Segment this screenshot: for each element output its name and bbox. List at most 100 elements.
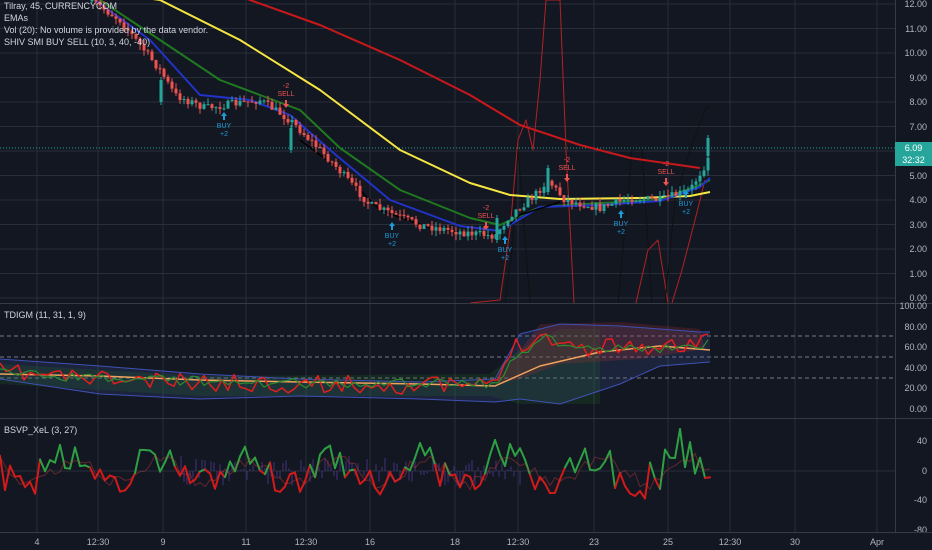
candle-body — [590, 207, 594, 210]
sell-arrow-icon — [283, 100, 289, 108]
bsvp-oscillator-segment — [334, 451, 341, 470]
bsvp-oscillator-segment — [129, 472, 136, 486]
bsvp-oscillator-segment — [429, 446, 436, 466]
bsvp-histogram-bar — [384, 458, 386, 471]
price-tick-label: 2.00 — [909, 244, 927, 254]
tdi-pane[interactable] — [0, 304, 895, 418]
bsvp-oscillator-segment — [74, 446, 81, 468]
candle-body — [382, 207, 386, 210]
candle-body — [254, 102, 258, 104]
price-chart[interactable]: BUY+2BUY+2BUY+2BUY+2BUY+2SELL-2SELL-2SEL… — [0, 0, 895, 303]
bsvp-histogram-bar — [378, 471, 380, 482]
shiv-osc-line — [671, 179, 706, 303]
candle-body — [306, 134, 310, 140]
candle-body — [430, 225, 434, 231]
sell-signal: SELL-2 — [277, 83, 295, 108]
candle-body — [162, 68, 166, 77]
signal-strength-label: -2 — [564, 157, 570, 164]
candle-body — [122, 22, 126, 29]
bsvp-histogram-bar — [351, 462, 353, 471]
candle-body — [386, 207, 390, 211]
bsvp-oscillator-segment — [514, 447, 521, 457]
candle-body — [366, 201, 370, 204]
candle-body — [314, 140, 318, 148]
bsvp-histogram-bar — [360, 470, 362, 471]
tdi-chart[interactable] — [0, 304, 895, 418]
candle-body — [502, 225, 506, 230]
bsvp-oscillator-segment — [559, 466, 566, 481]
bsvp-histogram-bar — [189, 471, 191, 486]
bsvp-oscillator-segment — [359, 478, 366, 485]
candle-body — [654, 198, 658, 201]
bsvp-oscillator-segment — [664, 448, 671, 459]
candle-body — [126, 28, 130, 31]
candle-body — [290, 119, 294, 123]
pane-separator[interactable] — [0, 303, 932, 304]
candle-body — [102, 5, 106, 10]
sell-label: SELL — [657, 169, 674, 176]
candle-body — [454, 231, 458, 235]
bsvp-scale[interactable]: 40 0 -40 -80 — [895, 419, 932, 535]
ema-green-line — [99, 0, 711, 226]
bsvp-pane[interactable] — [0, 419, 895, 532]
candle-body — [278, 107, 282, 115]
candle-body — [134, 33, 138, 39]
bsvp-oscillator-segment — [354, 468, 361, 485]
candle-body — [490, 234, 494, 239]
bsvp-oscillator-segment — [344, 469, 351, 479]
bsvp-oscillator-segment — [284, 473, 291, 488]
candle-body — [406, 215, 410, 218]
bsvp-oscillator-segment — [474, 484, 481, 491]
bsvp-oscillator-segment — [699, 456, 706, 479]
bsvp-oscillator-segment — [554, 478, 561, 494]
bsvp-histogram-bar — [366, 459, 368, 471]
bsvp-oscillator-segment — [164, 449, 171, 464]
bsvp-histogram-bar — [486, 471, 488, 475]
tdi-scale[interactable]: 100.00 80.00 60.00 40.00 20.00 0.00 — [895, 301, 932, 418]
bsvp-oscillator-segment — [204, 468, 211, 475]
bsvp-histogram-bar — [186, 471, 188, 485]
bsvp-oscillator-segment — [114, 476, 121, 493]
sell-arrow-icon — [483, 222, 489, 230]
bsvp-oscillator-segment — [534, 476, 541, 491]
candle-body — [178, 93, 182, 101]
candle-body — [498, 229, 502, 235]
candle-body — [606, 204, 610, 206]
sell-arrow-icon — [663, 178, 669, 186]
candle-body — [506, 220, 510, 226]
bsvp-histogram-bar — [411, 471, 413, 482]
time-tick-label: 11 — [241, 537, 251, 547]
bsvp-oscillator-segment — [19, 474, 26, 489]
bsvp-oscillator-segment — [494, 438, 501, 456]
bsvp-oscillator-segment — [469, 475, 476, 491]
bsvp-oscillator-segment — [94, 468, 101, 480]
bsvp-oscillator-segment — [4, 464, 11, 492]
bsvp-histogram-bar — [300, 460, 302, 471]
sell-arrow-icon — [564, 174, 570, 182]
bsvp-oscillator-segment — [0, 454, 6, 492]
candle-body — [534, 190, 538, 200]
pane-separator[interactable] — [0, 418, 932, 419]
signal-strength-label: -2 — [663, 161, 669, 168]
price-scale[interactable]: 12.0011.0010.009.008.007.006.005.004.003… — [895, 0, 932, 303]
time-tick-label: Apr — [869, 537, 885, 547]
price-pane[interactable]: BUY +2 BUY +2 BUY +2 BUY +2 BUY +2 SELL -2 SELL -2 SEL… — [0, 0, 895, 303]
candle-body — [370, 202, 374, 204]
candle-body — [598, 203, 602, 211]
bsvp-histogram-bar — [273, 462, 275, 471]
buy-signal: BUY+2 — [498, 236, 513, 262]
tdi-lower-band — [0, 361, 711, 405]
time-axis[interactable]: 4 12:30 9 11 12:30 16 18 12:30 23 25 12:30 30 Apr — [0, 532, 932, 550]
bsvp-histogram-bar — [375, 464, 377, 471]
bsvp-chart[interactable] — [0, 419, 895, 532]
bsvp-oscillator-segment — [224, 460, 231, 479]
bsvp-oscillator-segment — [519, 447, 526, 461]
buy-signal: BUY+2 — [217, 112, 232, 138]
bsvp-histogram-bar — [348, 456, 350, 471]
candle-body — [238, 100, 242, 106]
bsvp-histogram-bar — [285, 460, 287, 471]
tdi-tick-label: 20.00 — [904, 383, 927, 394]
candle-body — [698, 175, 702, 182]
price-tick-label: 3.00 — [909, 219, 927, 230]
price-tick-label: 7.00 — [909, 121, 927, 132]
